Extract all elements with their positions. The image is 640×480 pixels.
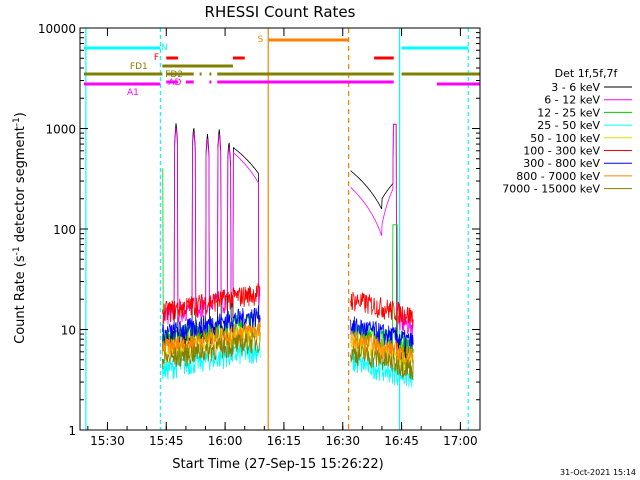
y-axis-label-exp2: -1: [12, 117, 22, 126]
x-axis-label: Start Time (27-Sep-15 15:26:22): [172, 457, 383, 472]
series-line-8: [162, 331, 414, 380]
flag-label-5: A1: [127, 88, 139, 98]
legend-label-7: 800 - 7000 keV: [516, 170, 600, 183]
axes: 15:30 15:45 16:00 16:15 16:30 16:45 17:00 1 10 10…: [38, 22, 481, 448]
y-tick-label-4: 10000: [38, 22, 76, 36]
flag-label-3: FD2: [165, 70, 183, 80]
x-tick-label-5: 16:45: [384, 434, 419, 448]
y-axis-label-close: ): [13, 112, 28, 117]
y-tick-label-1: 10: [61, 324, 76, 338]
flag-label-1: F: [154, 53, 159, 63]
y-tick-label-0: 1: [68, 424, 76, 438]
legend-label-3: 25 - 50 keV: [537, 119, 600, 132]
y-axis-label-main: Count Rate (s: [13, 255, 28, 344]
series-line-3: [162, 343, 414, 388]
x-tick-label-4: 16:30: [325, 434, 360, 448]
y-tick-label-3: 1000: [45, 123, 76, 137]
legend-label-5: 100 - 300 keV: [523, 145, 600, 158]
x-tick-label-1: 15:45: [149, 434, 184, 448]
series-line-5: [162, 282, 414, 328]
x-tick-label-2: 16:00: [208, 434, 243, 448]
footer-timestamp: 31-Oct-2021 15:14: [560, 468, 636, 477]
y-axis-label-tail: detector segment: [13, 126, 28, 246]
legend-label-6: 300 - 800 keV: [523, 157, 600, 170]
x-tick-label-0: 15:30: [90, 434, 125, 448]
legend-label-2: 12 - 25 keV: [537, 106, 600, 119]
legend-label-0: 3 - 6 keV: [551, 81, 600, 94]
x-tick-label-6: 17:00: [443, 434, 478, 448]
legend-title: Det 1f,5f,7f: [555, 67, 619, 80]
y-tick-label-2: 100: [53, 223, 76, 237]
series-line-7: [162, 320, 414, 369]
legend-label-8: 7000 - 15000 keV: [502, 183, 600, 196]
y-axis-label: Count Rate (s-1 detector segment-1): [12, 112, 28, 344]
legend-label-1: 6 - 12 keV: [544, 94, 600, 107]
flag-label-6: S: [258, 35, 264, 45]
y-axis-label-exp: -1: [12, 246, 22, 255]
flag-label-0: N: [161, 43, 168, 53]
legend-label-4: 50 - 100 keV: [530, 132, 600, 145]
plot-data: [85, 28, 469, 430]
chart-title: RHESSI Count Rates: [205, 3, 356, 21]
flag-label-4: AD: [168, 78, 181, 88]
flag-label-2: FD1: [130, 62, 148, 72]
x-tick-label-3: 16:15: [267, 434, 302, 448]
